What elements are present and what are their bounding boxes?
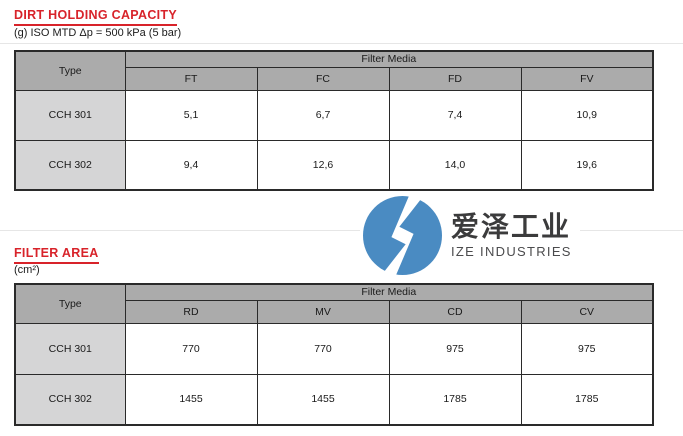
column-header-cv: CV [520, 299, 654, 324]
logo-latin-text: IZE INDUSTRIES [451, 244, 572, 260]
column-header-fv: FV [520, 66, 654, 91]
dirt-holding-capacity-title: DIRT HOLDING CAPACITY [14, 8, 178, 26]
value-cell: 7,4 [388, 89, 522, 141]
row-type-label: CCH 301 [14, 89, 126, 141]
value-cell: 1455 [124, 373, 258, 426]
value-cell: 19,6 [520, 139, 654, 191]
value-cell: 1455 [256, 373, 390, 426]
value-cell: 6,7 [256, 89, 390, 141]
ize-industries-logo: 爱泽工业 IZE INDUSTRIES [360, 192, 580, 279]
value-cell: 5,1 [124, 89, 258, 141]
table-row: CCH 301 5,1 6,7 7,4 10,9 [14, 89, 654, 141]
section-divider-line [0, 43, 683, 44]
value-cell: 975 [388, 322, 522, 375]
value-cell: 12,6 [256, 139, 390, 191]
column-header-cd: CD [388, 299, 522, 324]
column-header-mv: MV [256, 299, 390, 324]
value-cell: 1785 [388, 373, 522, 426]
type-column-header: Type [14, 283, 126, 324]
table-row: CCH 302 1455 1455 1785 1785 [14, 373, 654, 426]
filter-media-group-header: Filter Media [124, 283, 654, 301]
logo-chinese-text: 爱泽工业 [451, 210, 572, 242]
section-divider-line [0, 230, 683, 231]
column-header-rd: RD [124, 299, 258, 324]
table-row: CCH 301 770 770 975 975 [14, 322, 654, 375]
value-cell: 770 [256, 322, 390, 375]
value-cell: 9,4 [124, 139, 258, 191]
column-header-fc: FC [256, 66, 390, 91]
value-cell: 770 [124, 322, 258, 375]
column-header-fd: FD [388, 66, 522, 91]
filter-area-table: Type Filter Media RD MV CD CV CCH 301 77… [14, 283, 655, 426]
row-type-label: CCH 301 [14, 322, 126, 375]
filter-area-title: FILTER AREA [14, 246, 99, 264]
table-row: CCH 302 9,4 12,6 14,0 19,6 [14, 139, 654, 191]
filter-area-subtitle: (cm²) [14, 264, 40, 276]
ize-logo-icon [363, 196, 442, 275]
value-cell: 14,0 [388, 139, 522, 191]
value-cell: 975 [520, 322, 654, 375]
filter-media-group-header: Filter Media [124, 50, 654, 68]
row-type-label: CCH 302 [14, 139, 126, 191]
row-type-label: CCH 302 [14, 373, 126, 426]
type-column-header: Type [14, 50, 126, 91]
column-header-ft: FT [124, 66, 258, 91]
value-cell: 1785 [520, 373, 654, 426]
dirt-holding-capacity-table: Type Filter Media FT FC FD FV CCH 301 5,… [14, 50, 655, 191]
value-cell: 10,9 [520, 89, 654, 141]
dirt-holding-capacity-subtitle: (g) ISO MTD Δp = 500 kPa (5 bar) [14, 27, 182, 39]
